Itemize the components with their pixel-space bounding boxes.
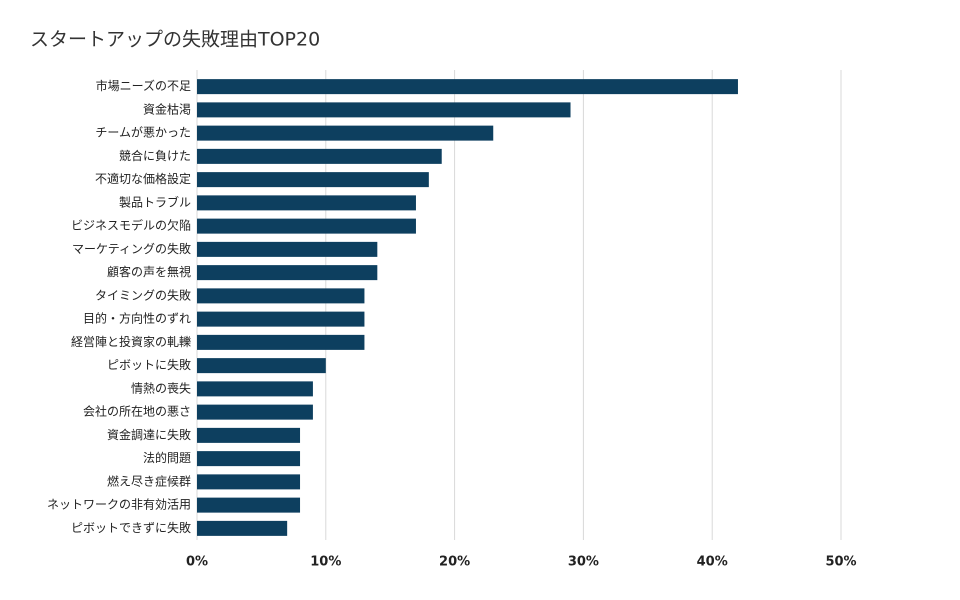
y-tick-label: ピボットに失敗 [107, 357, 191, 372]
y-tick-label: 情熱の喪失 [131, 380, 191, 395]
chart-title: スタートアップの失敗理由TOP20 [30, 29, 320, 51]
bar [197, 427, 301, 443]
y-tick-label: ネットワークの非有効活用 [47, 497, 191, 512]
bar [197, 404, 313, 420]
bar [197, 218, 416, 234]
y-tick-label: チームが悪かった [95, 125, 191, 140]
y-tick-label: 経営陣と投資家の軋轢 [71, 334, 191, 349]
y-tick-label: 市場ニーズの不足 [96, 78, 191, 93]
y-tick-label: 製品トラブル [119, 194, 191, 209]
bar [197, 520, 288, 536]
y-tick-label: 資金枯渇 [143, 101, 191, 116]
y-tick-label: 競合に負けた [119, 148, 191, 163]
y-tick-label: ビジネスモデルの欠陥 [71, 218, 191, 233]
x-tick-label: 40% [697, 555, 728, 570]
y-tick-label: タイミングの失敗 [95, 287, 191, 302]
x-tick-label: 10% [310, 555, 341, 570]
x-tick-label: 0% [186, 555, 208, 570]
x-tick-label: 30% [568, 555, 599, 570]
y-tick-label: ピボットできずに失敗 [71, 520, 191, 535]
y-tick-label: 目的・方向性のずれ [83, 311, 191, 326]
bar [197, 497, 301, 513]
y-tick-label: 不適切な価格設定 [95, 171, 191, 186]
y-tick-label: 燃え尽き症候群 [107, 473, 191, 488]
bar [197, 265, 378, 281]
y-tick-label: 顧客の声を無視 [107, 264, 191, 279]
y-tick-label: マーケティングの失敗 [72, 241, 191, 256]
bar [197, 172, 429, 188]
y-tick-label: 資金調達に失敗 [107, 427, 191, 442]
bar [197, 148, 442, 164]
bar [197, 79, 738, 95]
bar [197, 288, 365, 304]
bar [197, 474, 301, 490]
y-tick-label: 法的問題 [143, 450, 191, 465]
x-tick-label: 20% [439, 555, 470, 570]
bar [197, 195, 416, 211]
bar [197, 102, 571, 118]
x-tick-label: 50% [825, 555, 856, 570]
bar [197, 125, 494, 141]
bar [197, 311, 365, 327]
bar [197, 381, 313, 397]
bar [197, 241, 378, 257]
bar [197, 334, 365, 350]
y-tick-label: 会社の所在地の悪さ [83, 404, 191, 419]
bar [197, 451, 301, 467]
bar [197, 358, 326, 374]
